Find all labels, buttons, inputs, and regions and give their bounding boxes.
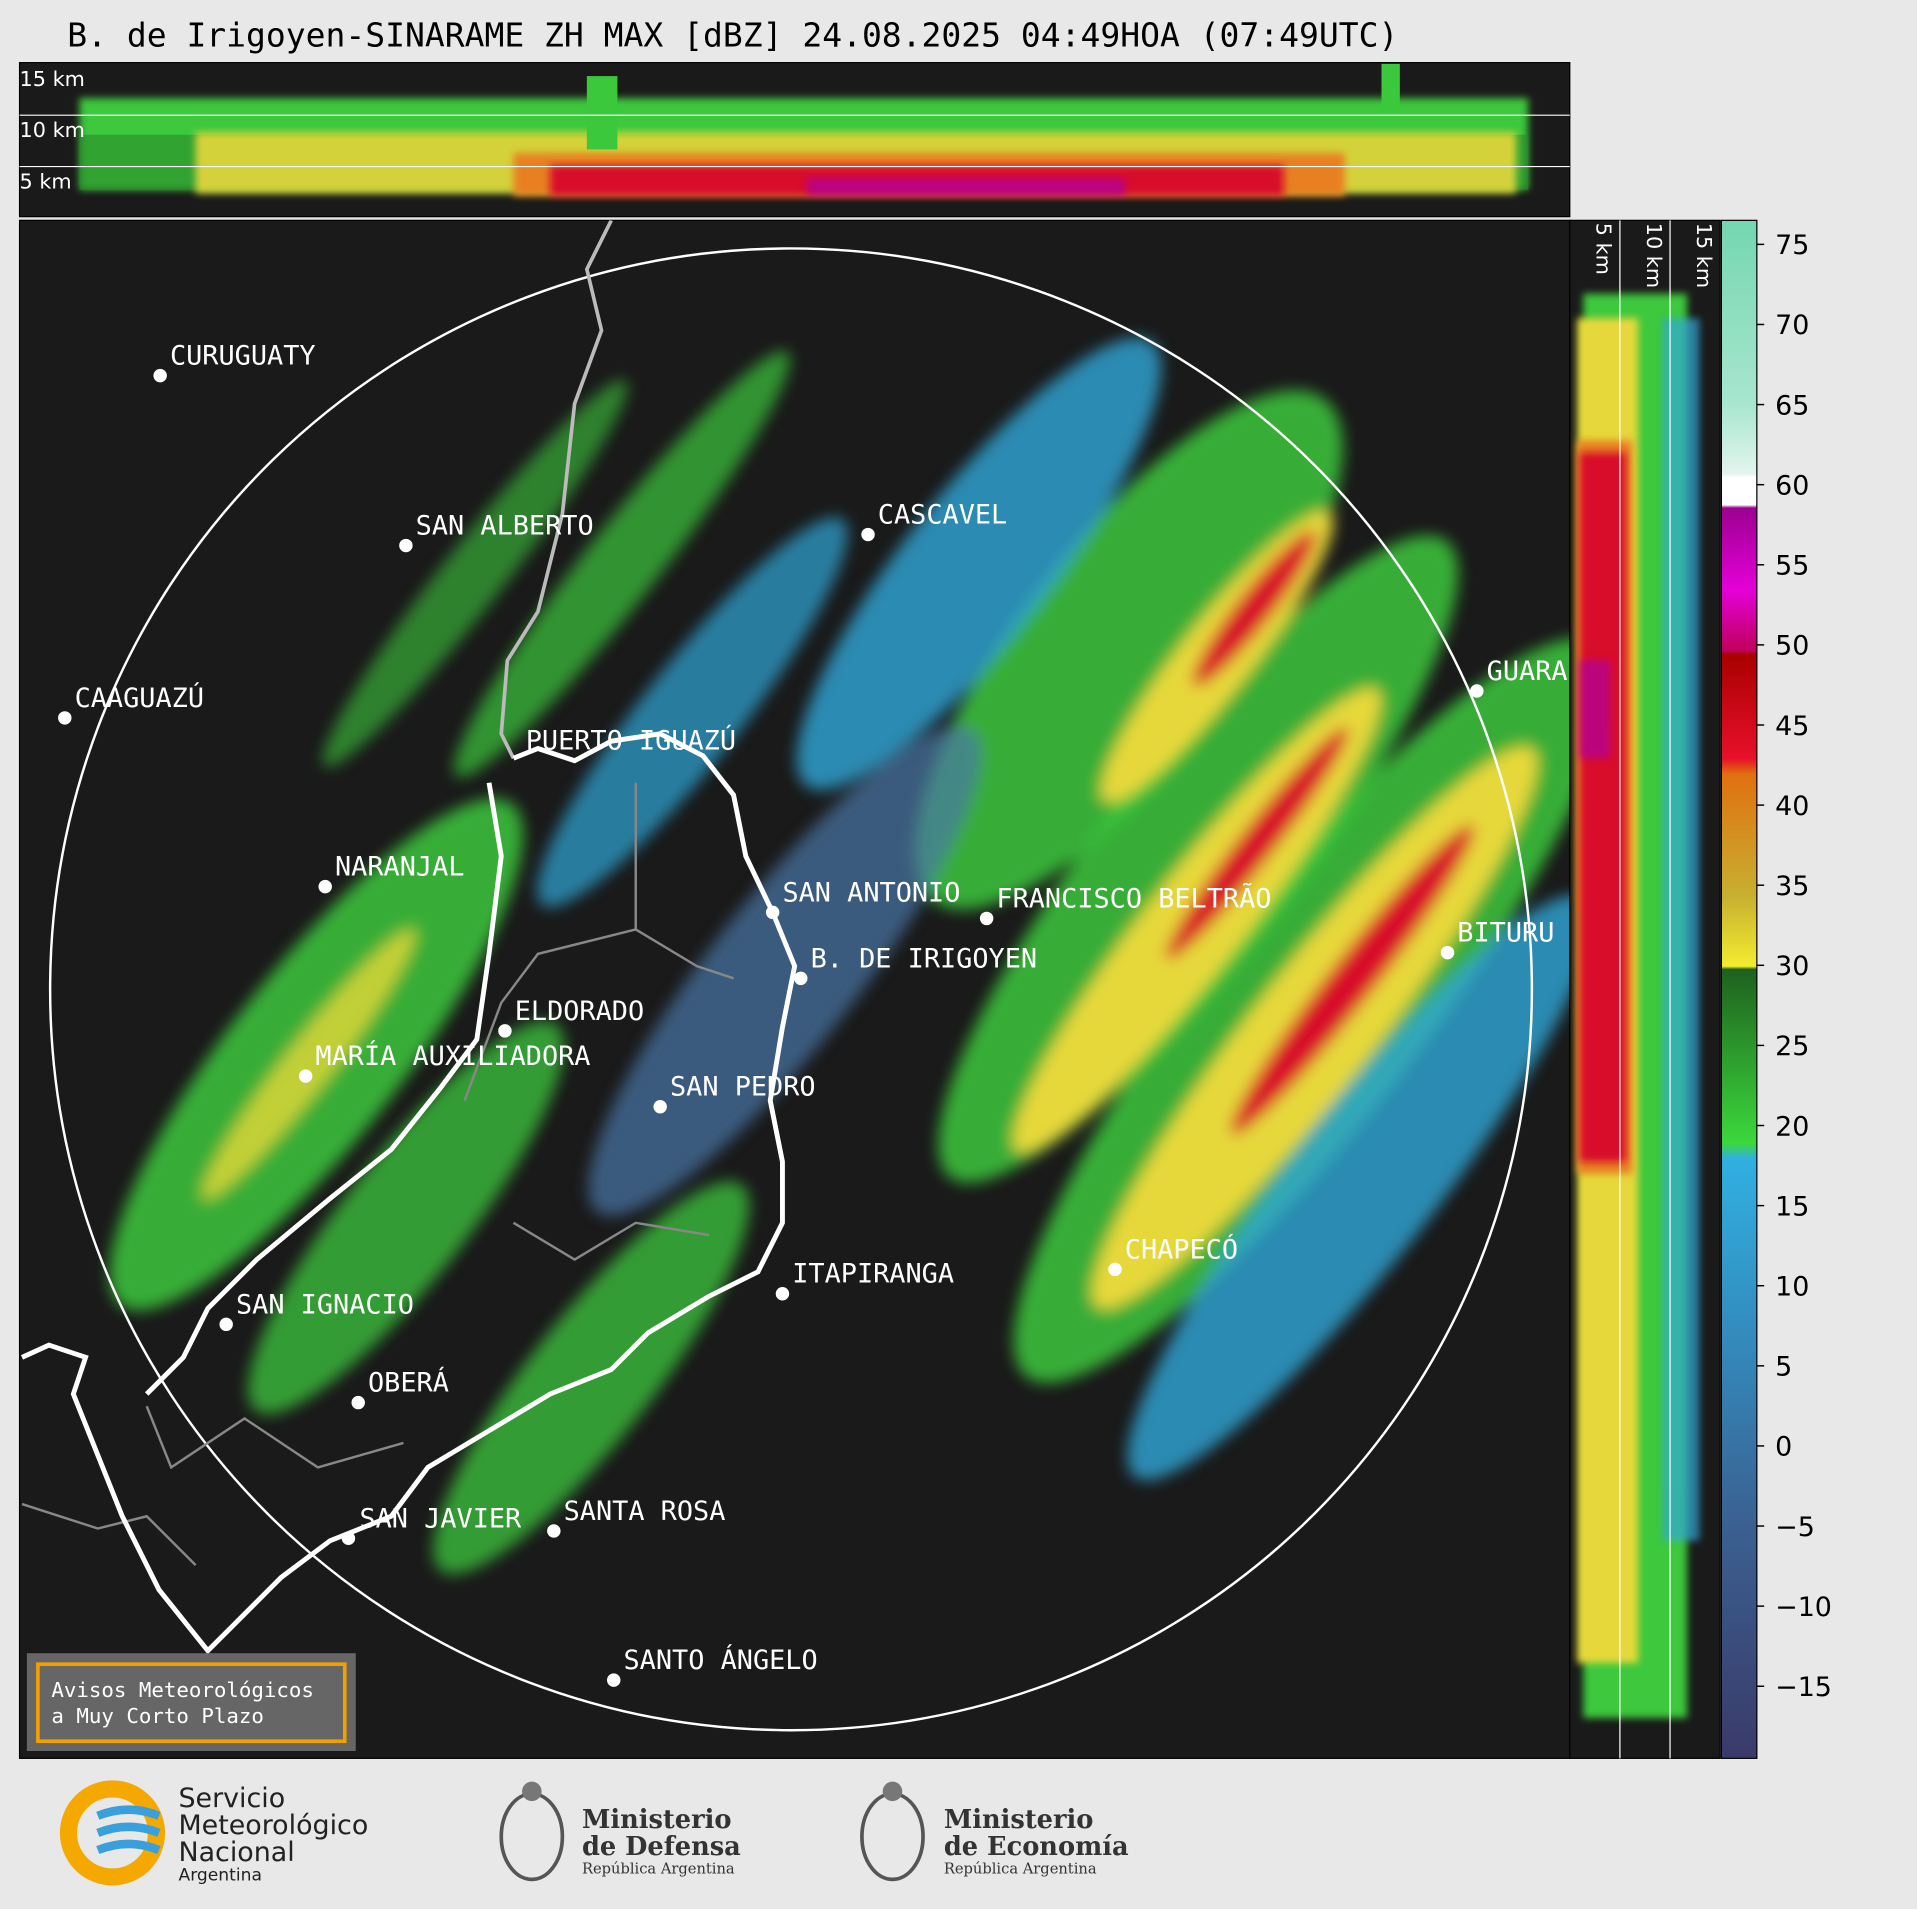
city-label: CASCAVEL [878,500,1007,531]
city-label: SAN IGNACIO [236,1289,414,1320]
cities: CURUGUATY SAN ALBERTO CAAGUAZÚ PUERTO IGUAZ… [58,341,1568,1687]
city-dot [153,368,167,383]
defensa-logo: Ministerio de Defensa República Argentin… [499,1781,741,1882]
footer: Servicio Meteorológico Nacional Argentin… [59,1780,1129,1886]
city-label: MARÍA AUXILIADORA [315,1040,590,1072]
colorbar-tick-label: 60 [1775,470,1809,501]
economia-logo: Ministerio de Economía República Argenti… [860,1781,1129,1882]
range-ring [48,247,1534,1732]
city-dot [58,711,72,725]
city-label: SAN PEDRO [670,1072,816,1103]
city-dot [1440,945,1455,960]
top-panel: 15 km 10 km 5 km [18,62,1571,218]
height-label: 15 km [1692,223,1716,288]
city-dot [547,1524,561,1538]
colorbar-tick-label: 70 [1775,310,1809,341]
notice-text: a Muy Corto Plazo [51,1704,264,1728]
colorbar-tick-label: −15 [1775,1672,1832,1703]
colorbar-tick-label: 65 [1775,390,1809,421]
city-label: BITURU [1457,918,1554,949]
city-label: SAN ANTONIO [782,877,960,908]
logo-text: Ministerio [944,1805,1094,1835]
city-label: NARANJAL [335,852,464,883]
colorbar-ramp [1720,219,1758,1759]
colorbar-tick-label: −10 [1775,1592,1832,1623]
city-label: FRANCISCO BELTRÃO [996,882,1271,914]
colorbar-tick-label: 35 [1775,871,1809,902]
city-label: ELDORADO [515,996,644,1027]
city-dot [653,1099,667,1114]
city-label: B. DE IRIGOYEN [811,943,1038,974]
city-label: ITAPIRANGA [792,1259,954,1290]
borders [20,220,798,1655]
notice-text: Avisos Meteorológicos [51,1678,314,1702]
city-dot [861,527,875,542]
city-dot [298,1069,313,1083]
colorbar-tick-label: 45 [1775,711,1809,742]
city-dot [498,1024,512,1038]
notice-box [26,1653,356,1752]
logo-text: Nacional [178,1837,294,1868]
city-dot [399,538,413,553]
height-label: 5 km [20,170,72,194]
city-label: OBERÁ [368,1367,449,1399]
city-label: CHAPECÓ [1125,1233,1238,1265]
height-label: 5 km [1592,223,1616,275]
logo-text: Argentina [178,1866,261,1886]
echoes [109,337,1570,1575]
city-dot [775,1287,790,1301]
smn-logo: Servicio Meteorológico Nacional Argentin… [59,1780,368,1886]
city-label: SANTO ÁNGELO [624,1644,818,1676]
colorbar-tick-label: −5 [1775,1512,1815,1543]
city-dot [219,1317,233,1332]
height-label: 10 km [1642,223,1666,288]
colorbar-tick-label: 0 [1775,1432,1792,1463]
logo-text: República Argentina [944,1860,1097,1877]
city-label: CAAGUAZÚ [75,682,204,714]
city-dot [351,1395,365,1410]
height-label: 15 km [20,67,85,91]
side-echo [1577,293,1700,1718]
map-panel: CURUGUATY SAN ALBERTO CAAGUAZÚ PUERTO IGUAZ… [18,219,1571,1759]
logo-text: de Defensa [582,1832,741,1862]
city-label: PUERTO IGUAZÚ [526,725,736,757]
city-dot [794,971,808,986]
side-panel: 5 km 10 km 15 km [1569,219,1721,1759]
city-dot [979,911,994,926]
city-dot [607,1673,621,1687]
city-label: SAN ALBERTO [416,511,594,542]
city-dot [765,905,780,920]
colorbar-tick-label: 55 [1775,551,1809,582]
city-label: SANTA ROSA [564,1496,726,1527]
city-dot [1108,1262,1122,1277]
top-echo [79,63,1529,196]
city-label: SAN JAVIER [359,1503,522,1534]
colorbar-tick-label: 20 [1775,1111,1809,1142]
colorbar-tick-label: 5 [1775,1352,1792,1383]
colorbar-tick-label: 50 [1775,631,1809,662]
notice-border [36,1662,347,1744]
city-dot [1470,684,1484,698]
colorbar-tick-label: 10 [1775,1272,1809,1303]
colorbar-tick-label: 40 [1775,791,1809,822]
city-dot [318,879,332,894]
logo-text: de Economía [944,1832,1129,1862]
city-label: GUARA [1487,656,1568,687]
logo-text: Meteorológico [178,1810,368,1841]
city-dot [341,1531,356,1546]
colorbar-tick-label: 30 [1775,951,1809,982]
colorbar-tick-label: 75 [1775,230,1809,261]
title: B. de Irigoyen-SINARAME ZH MAX [dBZ] 24.… [67,16,1398,55]
city-label: CURUGUATY [170,341,316,372]
logo-text: Servicio [178,1783,285,1814]
colorbar-tick-label: 15 [1775,1191,1809,1222]
height-label: 10 km [20,118,85,142]
logo-text: Ministerio [582,1805,732,1835]
colorbar-tick-label: 25 [1775,1031,1809,1062]
logo-text: República Argentina [582,1860,735,1877]
